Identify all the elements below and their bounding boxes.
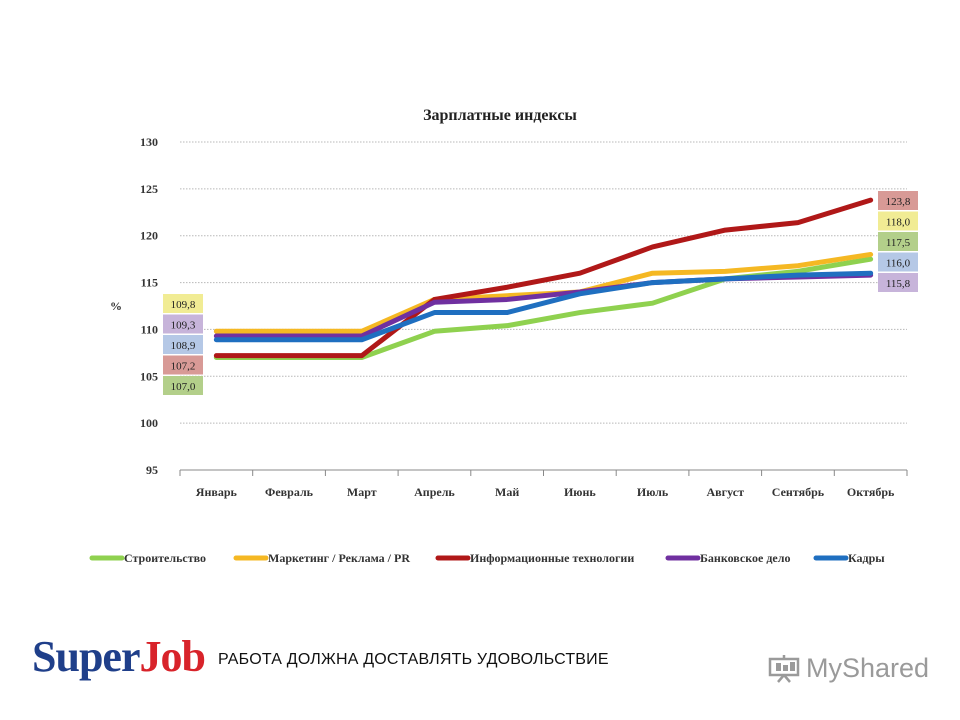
y-tick-label: 115 [141, 276, 158, 290]
x-tick-label: Март [347, 485, 377, 499]
y-tick-label: 95 [146, 463, 158, 477]
data-label-text: 116,0 [886, 258, 911, 270]
data-label-text: 109,8 [171, 299, 196, 311]
y-tick-label: 125 [140, 182, 158, 196]
x-tick-label: Февраль [265, 485, 314, 499]
x-tick-label: Апрель [414, 485, 455, 499]
x-axis [179, 469, 908, 476]
data-label-box [878, 252, 918, 272]
data-label: 115,8 [878, 273, 918, 292]
y-tick-label: 100 [140, 416, 158, 430]
x-tick-label: Май [495, 485, 519, 499]
y-axis-ticks: 95 100 105 110 115 120 125 130 [140, 135, 158, 477]
data-label-box [878, 211, 918, 231]
data-label: 116,0 [878, 252, 918, 272]
data-label-text: 107,2 [171, 361, 196, 373]
superjob-logo: SuperJob [32, 632, 206, 681]
data-label: 107,0 [163, 376, 203, 395]
x-tick-label: Август [707, 485, 745, 499]
presentation-screen-icon [768, 655, 800, 683]
y-tick-label: 105 [140, 369, 158, 383]
myshared-logo: MyShared [806, 653, 930, 683]
data-label-box [163, 294, 203, 313]
data-label: 123,8 [878, 191, 918, 210]
slogan: РАБОТА ДОЛЖНА ДОСТАВЛЯТЬ УДОВОЛЬСТВИЕ [218, 651, 609, 668]
legend-entry: Маркетинг / Реклама / PR [268, 551, 410, 565]
data-label-text: 115,8 [886, 278, 911, 290]
data-label-text: 123,8 [886, 196, 911, 208]
data-label-text: 107,0 [171, 381, 196, 393]
data-labels: 109,8 109,3 108,9 107,2 107,0 123,8 118,0 117,5… [163, 191, 918, 395]
y-tick-label: 110 [141, 322, 158, 336]
y-tick-label: 120 [140, 229, 158, 243]
data-label: 117,5 [878, 232, 918, 251]
chart-title: Зарплатные индексы [423, 107, 577, 124]
legend-entry: Банковское дело [700, 551, 790, 565]
brand-job: Job [139, 632, 205, 681]
x-tick-label: Январь [196, 485, 238, 499]
series-lines [213, 197, 874, 361]
y-axis-label: % [110, 299, 122, 313]
data-label-text: 108,9 [171, 340, 196, 352]
y-tick-label: 130 [140, 135, 158, 149]
data-label-text: 118,0 [886, 217, 911, 229]
data-label-box [163, 314, 203, 334]
data-label-box [163, 335, 203, 354]
data-label-box [163, 376, 203, 395]
salary-index-chart: Зарплатные индексы 95 100 105 110 115 120 125 1… [89, 107, 918, 565]
x-tick-label: Октябрь [847, 485, 895, 499]
brand-super: Super [32, 632, 140, 681]
series-line [213, 197, 874, 359]
x-tick-label: Июль [637, 485, 669, 499]
x-tick-label: Сентябрь [772, 485, 825, 499]
legend-entry: Кадры [848, 551, 885, 565]
data-label-text: 109,3 [171, 320, 196, 332]
data-label-box [163, 355, 203, 375]
series-line [213, 270, 874, 343]
legend: Строительство Маркетинг / Реклама / PR Инф… [89, 551, 885, 565]
data-label-box [878, 232, 918, 251]
data-label-text: 117,5 [886, 237, 911, 249]
data-label: 118,0 [878, 211, 918, 231]
x-tick-label: Июнь [564, 485, 596, 499]
data-label-box [878, 191, 918, 210]
footer: SuperJob РАБОТА ДОЛЖНА ДОСТАВЛЯТЬ УДОВОЛ… [0, 625, 960, 705]
data-label-box [878, 273, 918, 292]
data-label: 109,8 [163, 294, 203, 313]
data-label: 109,3 [163, 314, 203, 334]
legend-entry: Строительство [124, 551, 206, 565]
x-axis-ticks: Январь Февраль Март Апрель Май Июнь Июль Август… [196, 485, 895, 499]
data-label: 108,9 [163, 335, 203, 354]
legend-entry: Информационные технологии [470, 551, 634, 565]
data-label: 107,2 [163, 355, 203, 375]
